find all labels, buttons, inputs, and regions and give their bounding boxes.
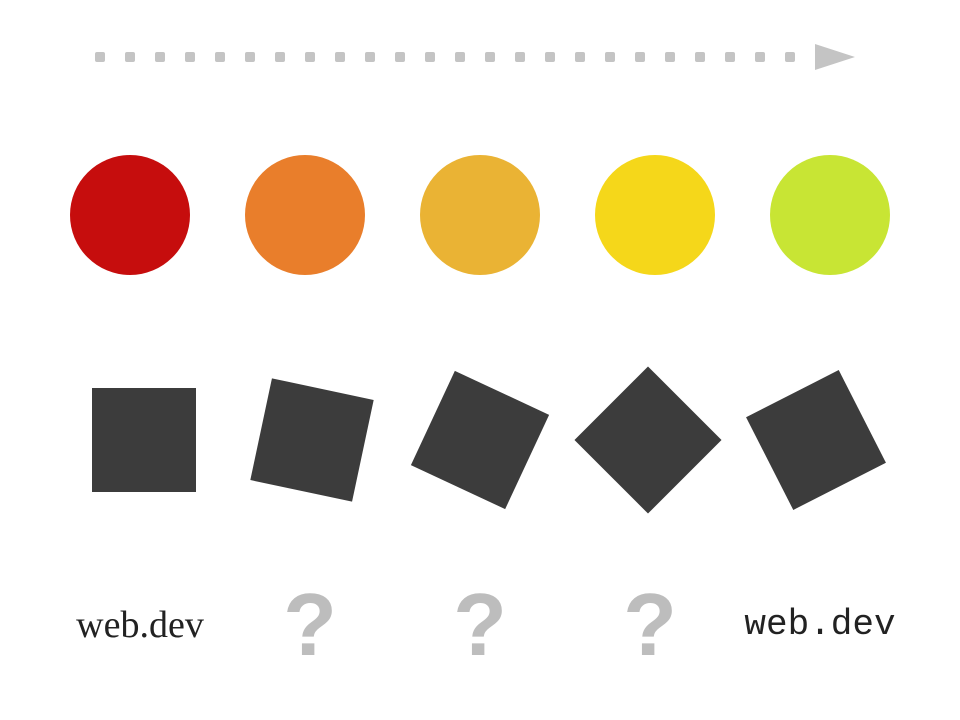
question-mark: ? — [453, 581, 507, 669]
rotating-square — [92, 388, 196, 492]
timeline-dot — [125, 52, 135, 62]
timeline-dot — [305, 52, 315, 62]
row-circles — [0, 155, 960, 275]
timeline-dot — [515, 52, 525, 62]
timeline-dot — [755, 52, 765, 62]
timeline-dot — [665, 52, 675, 62]
text-label: web.dev — [744, 607, 895, 643]
timeline-dot — [275, 52, 285, 62]
color-circle — [245, 155, 365, 275]
timeline-dot — [695, 52, 705, 62]
color-circle — [70, 155, 190, 275]
timeline-arrow — [95, 44, 855, 70]
question-mark: ? — [283, 581, 337, 669]
diagram-stage: web.dev??? web.dev — [0, 0, 960, 720]
timeline-dot — [335, 52, 345, 62]
timeline-dot — [425, 52, 435, 62]
question-mark: ? — [623, 581, 677, 669]
timeline-dot — [215, 52, 225, 62]
timeline-dot — [485, 52, 495, 62]
timeline-dot — [575, 52, 585, 62]
rotating-square — [747, 370, 887, 510]
rotating-square — [575, 366, 722, 513]
color-circle — [595, 155, 715, 275]
timeline-dot — [245, 52, 255, 62]
timeline-dot — [605, 52, 615, 62]
timeline-dot — [185, 52, 195, 62]
timeline-dot — [785, 52, 795, 62]
timeline-dot — [155, 52, 165, 62]
arrow-head-icon — [815, 44, 855, 70]
timeline-dot — [725, 52, 735, 62]
timeline-dot — [95, 52, 105, 62]
timeline-dot — [395, 52, 405, 62]
timeline-dot — [545, 52, 555, 62]
timeline-dot — [365, 52, 375, 62]
timeline-dot — [455, 52, 465, 62]
row-squares — [0, 366, 960, 513]
text-label: web.dev — [76, 606, 204, 644]
timeline-dot — [635, 52, 645, 62]
row-text: web.dev??? web.dev — [0, 565, 960, 685]
color-circle — [420, 155, 540, 275]
rotating-square — [411, 371, 549, 509]
rotating-square — [250, 378, 373, 501]
color-circle — [770, 155, 890, 275]
